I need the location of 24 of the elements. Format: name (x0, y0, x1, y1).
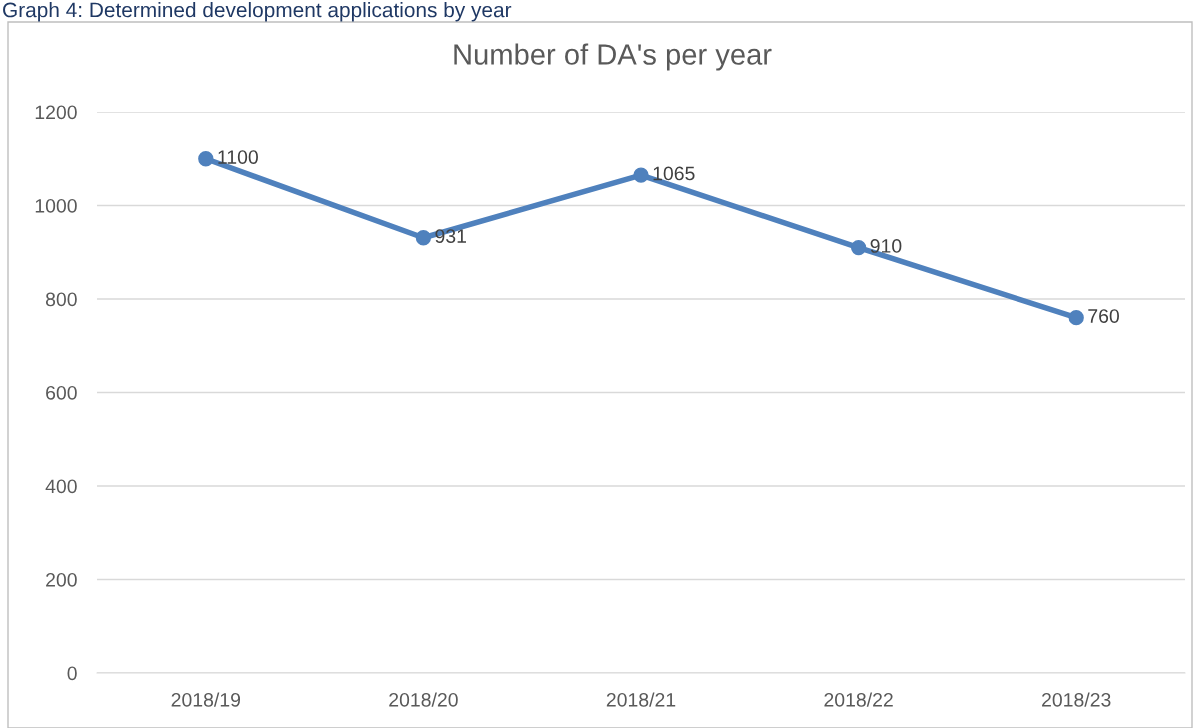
x-tick-label: 2018/22 (824, 692, 893, 707)
x-tick-label: 2018/23 (1042, 692, 1111, 707)
y-tick-label: 200 (46, 572, 77, 587)
data-label: 1065 (653, 166, 695, 181)
data-label: 931 (435, 229, 466, 243)
x-tick-label: 2018/20 (389, 692, 458, 707)
point (1068, 310, 1084, 326)
point (633, 167, 649, 183)
x-tick-label: 2018/21 (606, 692, 676, 707)
x-tick-label: 2018/19 (171, 692, 241, 707)
data-label: 1100 (218, 150, 258, 164)
point (198, 151, 214, 167)
y-tick-label: 400 (45, 479, 77, 494)
point (415, 230, 432, 246)
caption: Graph 4: Determined development applications by year (3, 2, 512, 22)
chart-title: Number of DA's per year (454, 43, 772, 71)
y-tick-label: 0 (67, 666, 77, 681)
y-tick-label: 1000 (35, 198, 77, 213)
y-tick-label: 1200 (35, 105, 77, 120)
data-label: 910 (870, 239, 902, 253)
y-tick-label: 600 (46, 385, 77, 400)
point (850, 239, 867, 256)
data-label: 760 (1088, 309, 1119, 323)
y-tick-label: 800 (45, 292, 77, 307)
